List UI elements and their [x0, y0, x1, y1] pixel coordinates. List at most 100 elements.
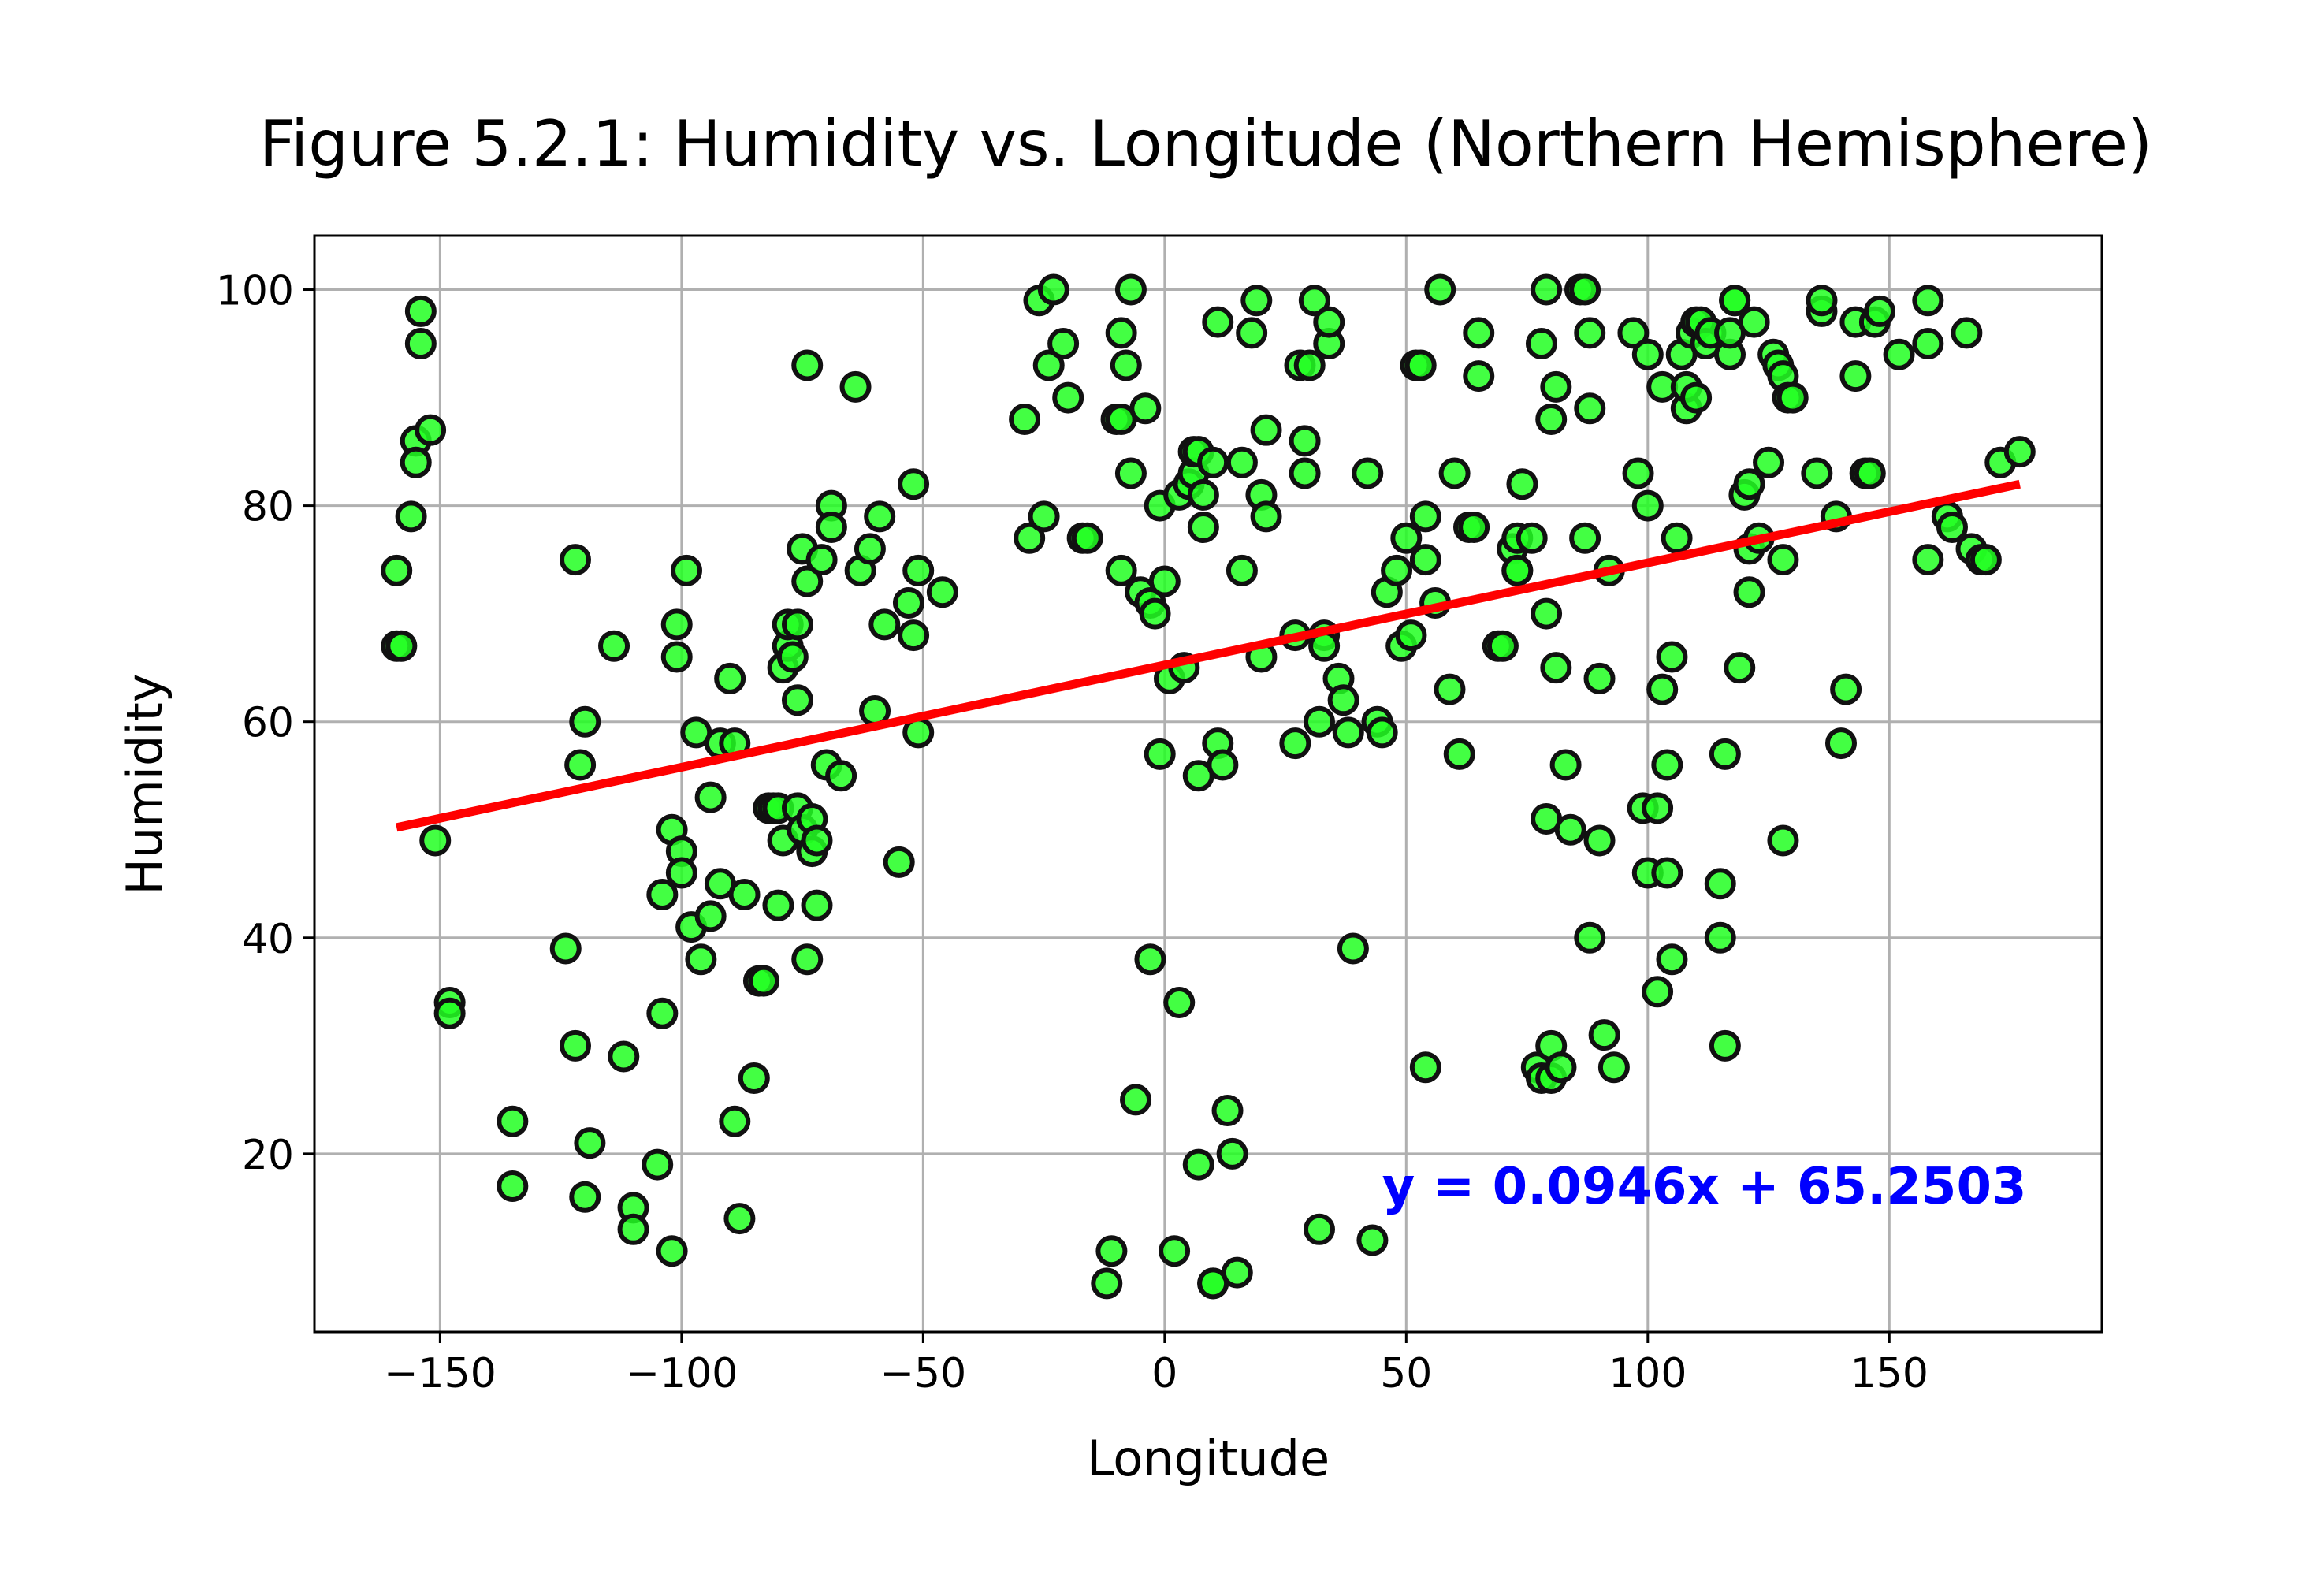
data-point: [1352, 457, 1384, 489]
data-point: [728, 878, 761, 910]
data-point: [815, 512, 847, 544]
data-point: [1776, 381, 1809, 414]
data-point: [1642, 792, 1674, 824]
data-point: [1458, 512, 1490, 544]
data-point: [1148, 565, 1181, 597]
data-point: [791, 349, 824, 381]
data-point: [926, 576, 958, 608]
y-tick-label: 80: [242, 484, 294, 531]
data-point: [1313, 306, 1345, 338]
data-point: [1738, 306, 1770, 338]
data-point: [1298, 285, 1330, 317]
data-point: [569, 1181, 601, 1213]
data-point: [1226, 554, 1258, 586]
data-point: [1202, 306, 1234, 338]
data-point: [574, 1127, 606, 1159]
data-point: [1047, 328, 1080, 360]
data-point: [1463, 360, 1495, 392]
data-point: [660, 641, 693, 673]
data-point: [1709, 1029, 1741, 1062]
data-point: [1187, 512, 1219, 544]
data-point: [1404, 349, 1437, 381]
data-point: [1216, 1137, 1248, 1170]
data-point: [1438, 457, 1471, 489]
data-point: [1617, 317, 1650, 349]
data-point: [1719, 285, 1751, 317]
data-point: [1801, 457, 1833, 489]
data-point: [1883, 338, 1915, 370]
data-point: [1159, 1235, 1191, 1267]
data-point: [898, 468, 930, 500]
data-point: [854, 533, 886, 565]
data-point: [1864, 295, 1896, 327]
x-tick-label: 100: [1609, 1350, 1687, 1397]
data-point: [801, 824, 833, 857]
data-point: [1767, 544, 1799, 576]
data-point: [1661, 522, 1693, 554]
y-tick-label: 40: [242, 916, 294, 963]
data-point: [1327, 684, 1359, 716]
data-point: [646, 997, 679, 1029]
data-point: [1651, 749, 1683, 781]
data-point: [1753, 446, 1785, 478]
data-point: [1912, 544, 1944, 576]
data-point: [1680, 381, 1713, 414]
data-point: [1704, 921, 1736, 954]
data-point: [694, 781, 727, 813]
data-point: [1250, 414, 1282, 446]
data-point: [791, 943, 824, 976]
data-point: [660, 608, 693, 641]
data-point: [1733, 468, 1765, 500]
data-point: [1525, 328, 1557, 360]
data-point: [1631, 338, 1664, 370]
data-point: [400, 446, 432, 478]
data-point: [1912, 285, 1944, 317]
data-point: [1767, 824, 1799, 857]
data-point: [549, 932, 582, 965]
data-point: [1622, 457, 1654, 489]
data-point: [1733, 576, 1765, 608]
data-point: [825, 760, 857, 792]
data-point: [1091, 1267, 1123, 1300]
data-point: [1854, 457, 1886, 489]
data-point: [1207, 749, 1239, 781]
data-point: [1120, 1084, 1152, 1116]
data-point: [1574, 392, 1606, 425]
data-point: [569, 705, 601, 738]
data-point: [1279, 727, 1311, 760]
data-point: [1806, 285, 1838, 317]
data-point: [1824, 727, 1857, 760]
data-point: [868, 608, 901, 641]
data-point: [1830, 673, 1862, 705]
data-point: [781, 684, 813, 716]
data-point: [1409, 1051, 1441, 1084]
data-point: [1535, 403, 1568, 435]
data-point: [1250, 500, 1282, 533]
regression-line: [396, 479, 2021, 832]
data-point: [1545, 1051, 1577, 1084]
data-point: [781, 608, 813, 641]
data-point: [738, 1062, 770, 1094]
data-point: [1651, 857, 1683, 889]
data-point: [1197, 446, 1229, 478]
data-point: [1531, 597, 1563, 630]
data-point: [1381, 554, 1413, 586]
data-point: [685, 943, 717, 976]
data-point: [791, 565, 824, 597]
data-point: [1332, 716, 1364, 749]
data-point: [1236, 317, 1268, 349]
data-point: [1569, 273, 1601, 306]
data-point: [1574, 921, 1606, 954]
y-tick-label: 100: [216, 268, 294, 315]
data-point: [415, 414, 447, 446]
data-point: [883, 846, 915, 878]
data-point: [1424, 273, 1456, 306]
grid-lines: [314, 236, 2102, 1332]
data-point: [1032, 349, 1065, 381]
data-point: [1014, 522, 1046, 554]
plot-frame: [313, 234, 2103, 1334]
data-point: [1114, 457, 1147, 489]
data-point: [719, 1105, 751, 1137]
data-point: [1240, 285, 1273, 317]
